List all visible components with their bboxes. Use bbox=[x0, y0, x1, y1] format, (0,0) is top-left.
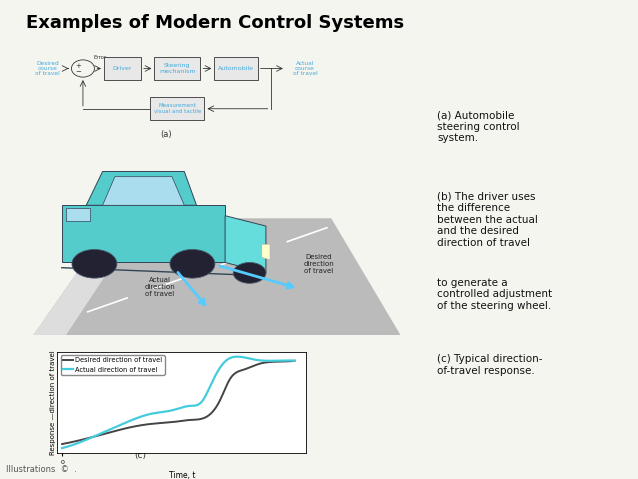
Text: Desired
direction
of travel: Desired direction of travel bbox=[304, 254, 334, 274]
Desired direction of travel bbox=[269, 359, 277, 365]
Actual direction of travel bbox=[270, 358, 278, 364]
Text: Measurement
visual and tactile: Measurement visual and tactile bbox=[154, 103, 201, 114]
Polygon shape bbox=[62, 205, 225, 262]
Line: Actual direction of travel: Actual direction of travel bbox=[62, 357, 295, 448]
Desired direction of travel bbox=[196, 416, 204, 422]
Polygon shape bbox=[262, 244, 270, 260]
Y-axis label: Response —direction of travel: Response —direction of travel bbox=[50, 350, 56, 455]
Text: to generate a
controlled adjustment
of the steering wheel.: to generate a controlled adjustment of t… bbox=[437, 278, 552, 311]
Actual direction of travel bbox=[255, 357, 263, 363]
FancyBboxPatch shape bbox=[154, 57, 200, 80]
Desired direction of travel bbox=[197, 416, 204, 422]
Text: (c) Typical direction-
of-travel response.: (c) Typical direction- of-travel respons… bbox=[437, 354, 542, 376]
Text: Examples of Modern Control Systems: Examples of Modern Control Systems bbox=[26, 14, 404, 33]
Actual direction of travel bbox=[291, 358, 299, 364]
Line: Desired direction of travel: Desired direction of travel bbox=[62, 361, 295, 444]
Text: (b) The driver uses
the difference
between the actual
and the desired
direction : (b) The driver uses the difference betwe… bbox=[437, 192, 538, 248]
Actual direction of travel bbox=[200, 395, 208, 401]
Text: Illustrations  ©  .: Illustrations © . bbox=[6, 465, 77, 474]
Actual direction of travel bbox=[197, 400, 204, 406]
Text: Actual
direction
of travel: Actual direction of travel bbox=[144, 277, 175, 297]
Text: Desired
course
of travel: Desired course of travel bbox=[36, 61, 60, 76]
FancyBboxPatch shape bbox=[104, 57, 141, 80]
Polygon shape bbox=[66, 208, 91, 221]
Polygon shape bbox=[33, 218, 401, 335]
Actual direction of travel bbox=[234, 354, 241, 360]
Text: (a): (a) bbox=[160, 129, 172, 138]
Actual direction of travel bbox=[58, 445, 66, 451]
FancyBboxPatch shape bbox=[151, 97, 204, 120]
Text: (c): (c) bbox=[135, 451, 146, 460]
Text: +: + bbox=[75, 63, 82, 68]
Circle shape bbox=[170, 250, 215, 278]
Text: −: − bbox=[75, 69, 82, 75]
Polygon shape bbox=[103, 177, 184, 205]
Desired direction of travel bbox=[291, 358, 299, 364]
X-axis label: Time, t: Time, t bbox=[168, 471, 195, 479]
Text: Actual
course
of travel: Actual course of travel bbox=[293, 61, 317, 76]
Legend: Desired direction of travel, Actual direction of travel: Desired direction of travel, Actual dire… bbox=[61, 355, 165, 375]
FancyBboxPatch shape bbox=[214, 57, 258, 80]
Circle shape bbox=[234, 262, 266, 283]
Text: (a) Automobile
steering control
system.: (a) Automobile steering control system. bbox=[437, 110, 520, 143]
Circle shape bbox=[72, 250, 117, 278]
Actual direction of travel bbox=[196, 401, 204, 407]
Actual direction of travel bbox=[59, 445, 67, 451]
Desired direction of travel bbox=[58, 441, 66, 447]
Desired direction of travel bbox=[200, 415, 208, 421]
Text: Automobile: Automobile bbox=[218, 66, 254, 71]
Desired direction of travel bbox=[254, 361, 262, 367]
Polygon shape bbox=[33, 218, 144, 335]
Text: Error: Error bbox=[94, 55, 107, 60]
Text: (b): (b) bbox=[134, 321, 147, 330]
Polygon shape bbox=[225, 216, 266, 273]
Polygon shape bbox=[86, 171, 197, 205]
Desired direction of travel bbox=[59, 441, 67, 447]
Text: Steering
mechanism: Steering mechanism bbox=[159, 63, 196, 74]
Text: Driver: Driver bbox=[113, 66, 132, 71]
